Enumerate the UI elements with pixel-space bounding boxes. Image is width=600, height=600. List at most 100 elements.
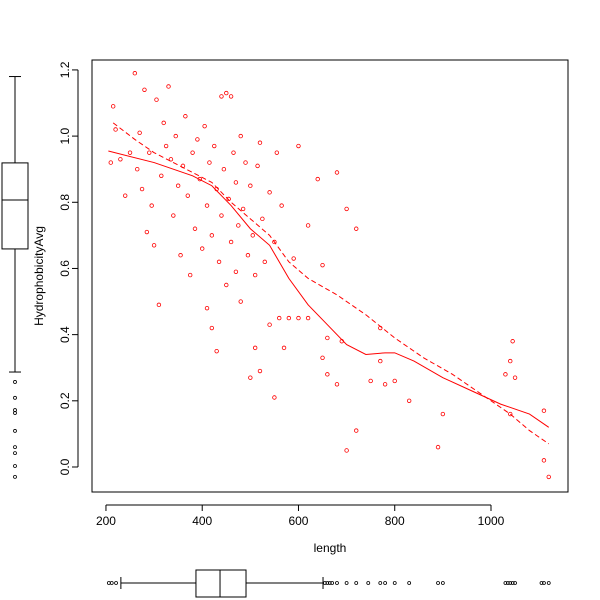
- point: [344, 206, 349, 212]
- point: [325, 372, 330, 377]
- y-tick-label: 1.2: [58, 61, 72, 78]
- box-outlier: [13, 408, 17, 412]
- point: [296, 315, 301, 321]
- point: [274, 150, 280, 155]
- point: [250, 233, 255, 238]
- box-outlier: [546, 581, 551, 585]
- point: [195, 137, 200, 142]
- point: [187, 272, 193, 278]
- box-outlier: [13, 380, 17, 384]
- point: [325, 335, 330, 341]
- box-outlier: [378, 581, 383, 585]
- point: [382, 382, 388, 387]
- point: [406, 398, 412, 404]
- box: [195, 569, 247, 598]
- point: [142, 87, 147, 92]
- box-outlier: [114, 581, 118, 585]
- point: [291, 256, 296, 261]
- point: [344, 448, 349, 453]
- point: [296, 143, 301, 149]
- point: [132, 71, 138, 76]
- point: [163, 143, 169, 149]
- point: [272, 395, 277, 400]
- point: [123, 193, 128, 198]
- point: [185, 193, 190, 198]
- point: [435, 444, 441, 450]
- point: [315, 176, 320, 182]
- point: [320, 355, 325, 360]
- point: [262, 259, 267, 265]
- x-tick-label: 800: [385, 514, 405, 528]
- point: [252, 345, 258, 351]
- y-axis-label: HydrophobicityAvg: [32, 226, 46, 326]
- point: [305, 315, 311, 321]
- fit-line: [108, 150, 550, 428]
- point: [154, 97, 159, 102]
- point: [108, 160, 113, 165]
- point: [233, 269, 239, 274]
- box-outlier: [392, 581, 397, 585]
- point: [503, 372, 508, 377]
- point: [166, 84, 171, 89]
- point: [305, 223, 311, 228]
- point: [440, 411, 446, 417]
- point: [248, 375, 253, 380]
- box-outlier: [13, 411, 17, 415]
- box-outlier: [344, 581, 349, 585]
- point: [257, 140, 263, 145]
- point: [178, 253, 183, 258]
- point: [320, 262, 325, 268]
- point: [219, 213, 224, 218]
- point: [238, 299, 243, 304]
- point: [238, 133, 243, 139]
- point: [207, 160, 212, 165]
- point: [368, 378, 373, 384]
- y-tick-label: 0.0: [58, 458, 72, 475]
- point: [267, 322, 272, 327]
- box-outlier: [323, 581, 327, 585]
- box-outlier: [327, 581, 332, 585]
- point: [267, 190, 272, 195]
- point: [231, 150, 236, 155]
- point: [127, 150, 133, 155]
- box-outlier: [325, 581, 330, 585]
- box-outlier: [13, 395, 17, 400]
- point: [212, 143, 217, 149]
- point: [228, 239, 234, 245]
- point: [224, 90, 229, 96]
- point: [156, 302, 162, 308]
- box-outlier: [542, 581, 546, 585]
- point: [378, 358, 383, 364]
- box-outlier: [13, 429, 17, 433]
- y-tick-label: 0.6: [58, 260, 72, 277]
- box-outlier: [13, 451, 17, 455]
- plot-frame: [91, 59, 569, 493]
- fit-line: [112, 122, 550, 445]
- point: [252, 272, 258, 278]
- point: [135, 166, 140, 172]
- point: [221, 166, 227, 172]
- point: [159, 173, 164, 179]
- x-tick-label: 600: [288, 514, 308, 528]
- box-outlier: [505, 581, 510, 585]
- point: [245, 253, 251, 258]
- point: [541, 408, 547, 413]
- point: [512, 375, 518, 380]
- point: [510, 339, 515, 344]
- point: [233, 180, 239, 185]
- point: [392, 378, 397, 384]
- point: [173, 133, 178, 139]
- point: [354, 226, 359, 231]
- box-outlier: [510, 581, 515, 585]
- box-outlier: [407, 581, 412, 585]
- point: [240, 206, 246, 212]
- box-outlier: [503, 581, 508, 585]
- box-outlier: [354, 581, 359, 585]
- point: [168, 157, 174, 162]
- point: [110, 104, 116, 109]
- box: [1, 162, 29, 250]
- point: [354, 428, 359, 433]
- point: [204, 305, 210, 311]
- point: [508, 358, 513, 364]
